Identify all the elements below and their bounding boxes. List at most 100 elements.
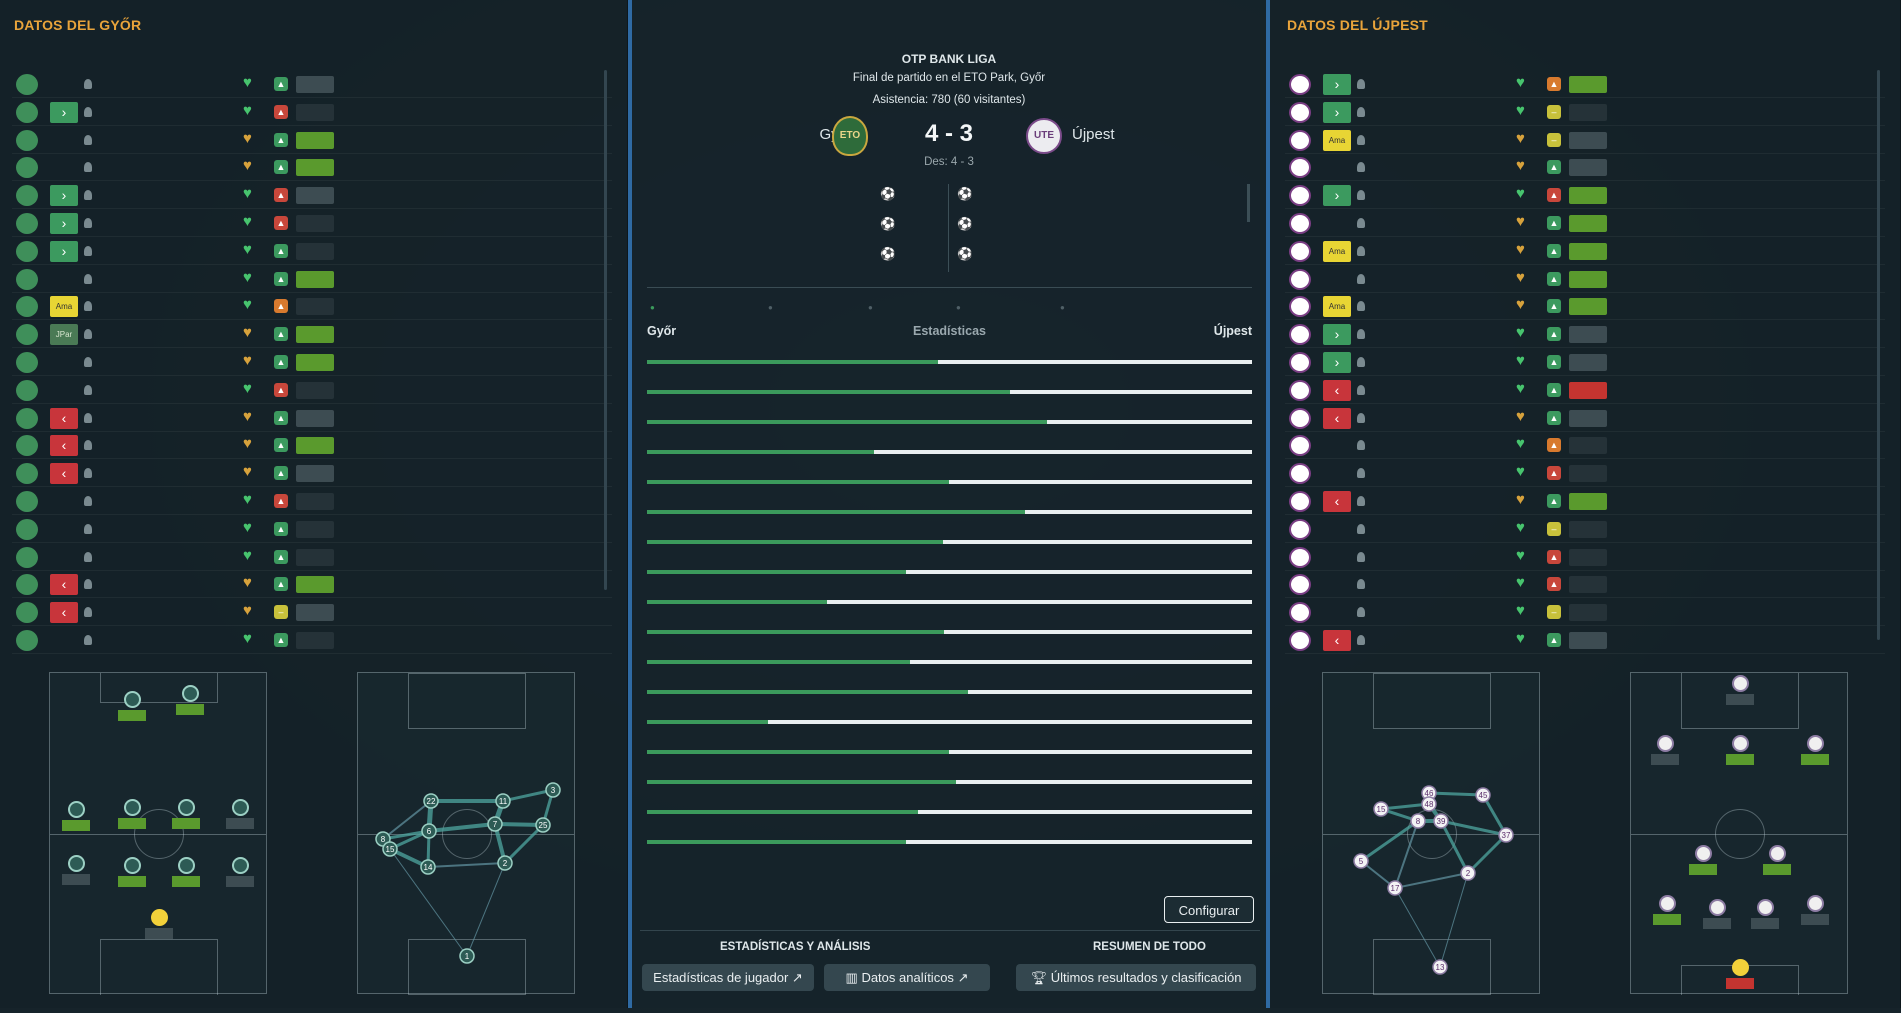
pass-network-node[interactable]: 39 [1433,813,1449,829]
pass-network-node[interactable]: 37 [1498,827,1514,843]
stat-row[interactable] [647,642,1252,672]
stat-row[interactable] [647,432,1252,462]
pass-network-node[interactable]: 15 [1373,801,1389,817]
stat-row[interactable] [647,522,1252,552]
player-row[interactable]: ‹ ♥ ▲ [1285,487,1885,515]
player-row[interactable]: ‹ ♥ – [12,598,612,627]
stat-row[interactable] [647,792,1252,822]
stat-row[interactable] [647,372,1252,402]
home-table-scrollbar[interactable] [604,70,607,590]
formation-player[interactable] [153,799,219,832]
player-row[interactable]: Ama ♥ ▲ [1285,292,1885,321]
player-row[interactable]: ♥ ▲ [12,376,612,404]
formation-player[interactable] [1744,845,1810,878]
player-row[interactable]: ♥ ▲ [12,515,612,543]
pass-network-node[interactable]: 2 [1460,865,1476,881]
pass-network-node[interactable]: 48 [1421,796,1437,812]
player-row[interactable]: › ♥ ▲ [12,209,612,237]
formation-player[interactable] [1684,899,1750,932]
player-row[interactable]: ♥ ▲ [12,626,612,654]
pass-network-node[interactable]: 1 [459,948,475,964]
player-row[interactable]: ♥ ▲ [12,70,612,98]
pass-network-node[interactable]: 2 [497,855,513,871]
formation-player[interactable] [1707,959,1773,992]
pass-network-node[interactable]: 25 [535,817,551,833]
stat-row[interactable] [647,612,1252,642]
formation-player[interactable] [43,801,109,834]
away-team-name[interactable]: Újpest [1072,126,1115,143]
formation-player[interactable] [43,855,109,888]
player-row[interactable]: › ♥ ▲ [12,181,612,210]
pass-network-node[interactable]: 5 [1353,853,1369,869]
player-row[interactable]: Ama ♥ ▲ [12,292,612,321]
stat-row[interactable] [647,552,1252,582]
formation-player[interactable] [1782,735,1848,768]
pass-network-node[interactable]: 22 [423,793,439,809]
player-row[interactable]: › ♥ ▲ [1285,70,1885,98]
stats-tab[interactable]: ● [768,298,773,313]
player-row[interactable]: ‹ ♥ ▲ [12,459,612,488]
stats-tab[interactable]: ● [868,298,873,313]
player-row[interactable]: › ♥ – [1285,98,1885,126]
stat-row[interactable] [647,582,1252,612]
formation-player[interactable] [1707,675,1773,708]
player-row[interactable]: Ama ♥ – [1285,126,1885,154]
formation-player[interactable] [1732,899,1798,932]
formation-player[interactable] [99,857,165,890]
pass-network-node[interactable]: 15 [382,841,398,857]
formation-player[interactable] [1634,895,1700,928]
player-row[interactable]: ♥ ▲ [1285,431,1885,460]
formation-player[interactable] [1632,735,1698,768]
player-row[interactable]: ♥ ▲ [12,487,612,515]
latest-results-button[interactable]: 🏆︎ Últimos resultados y clasificación [1016,964,1256,991]
formation-player[interactable] [207,799,273,832]
player-row[interactable]: ♥ – [1285,598,1885,627]
player-row[interactable]: ♥ ▲ [12,348,612,376]
player-row[interactable]: ‹ ♥ ▲ [1285,626,1885,654]
player-row[interactable]: ‹ ♥ ▲ [12,570,612,599]
away-table-scrollbar[interactable] [1877,70,1880,640]
player-row[interactable]: ♥ ▲ [1285,570,1885,599]
stat-row[interactable] [647,822,1252,852]
player-row[interactable]: ♥ ▲ [12,153,612,182]
stat-row[interactable] [647,402,1252,432]
player-row[interactable]: ‹ ♥ ▲ [12,431,612,460]
pass-network-node[interactable]: 14 [420,859,436,875]
player-row[interactable]: ♥ ▲ [1285,265,1885,293]
pass-network-node[interactable]: 8 [1410,813,1426,829]
player-row[interactable]: ♥ ▲ [12,265,612,293]
player-row[interactable]: JPar ♥ ▲ [12,320,612,349]
formation-player[interactable] [99,799,165,832]
player-row[interactable]: Ama ♥ ▲ [1285,237,1885,265]
stat-row[interactable] [647,762,1252,792]
player-row[interactable]: ‹ ♥ ▲ [1285,404,1885,432]
player-row[interactable]: › ♥ ▲ [12,98,612,126]
stat-row[interactable] [647,672,1252,702]
stats-tab[interactable]: ● [650,298,655,313]
formation-player[interactable] [157,685,223,718]
player-row[interactable]: ♥ ▲ [12,543,612,571]
pass-network-node[interactable]: 45 [1475,787,1491,803]
formation-player[interactable] [1782,895,1848,928]
formation-player[interactable] [1670,845,1736,878]
pass-network-node[interactable]: 7 [487,816,503,832]
stat-row[interactable] [647,702,1252,732]
formation-player[interactable] [207,857,273,890]
formation-player[interactable] [126,909,192,942]
player-row[interactable]: › ♥ ▲ [12,237,612,265]
player-row[interactable]: › ♥ ▲ [1285,181,1885,210]
player-row[interactable]: ♥ ▲ [12,126,612,154]
stat-row[interactable] [647,342,1252,372]
player-row[interactable]: ‹ ♥ ▲ [12,404,612,432]
stats-tab[interactable]: ● [956,298,961,313]
stat-row[interactable] [647,492,1252,522]
player-row[interactable]: › ♥ ▲ [1285,320,1885,349]
pass-network-node[interactable]: 11 [495,793,511,809]
player-row[interactable]: ♥ ▲ [1285,543,1885,571]
formation-player[interactable] [153,857,219,890]
player-stats-button[interactable]: Estadísticas de jugador ↗ [642,964,814,991]
pass-network-node[interactable]: 3 [545,782,561,798]
player-row[interactable]: ‹ ♥ ▲ [1285,376,1885,404]
stat-row[interactable] [647,462,1252,492]
player-row[interactable]: ♥ – [1285,515,1885,543]
